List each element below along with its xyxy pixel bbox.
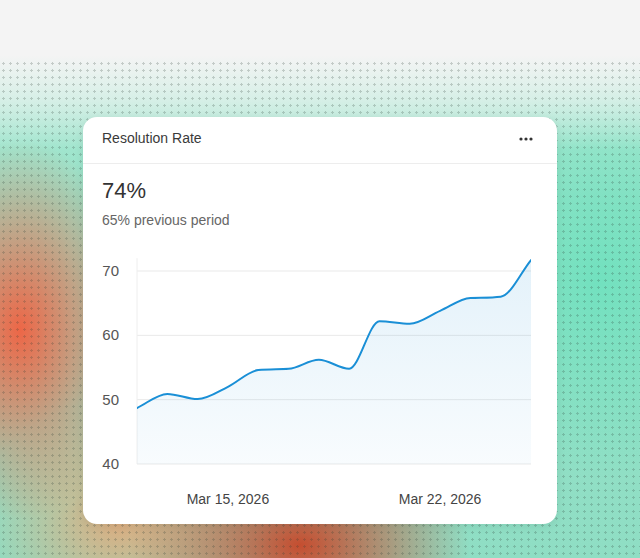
grid-line: [137, 271, 531, 272]
line: [137, 260, 531, 408]
x-tick-label: Mar 15, 2026: [187, 491, 270, 507]
area: [137, 260, 531, 464]
chart: Resolution Rate 74% 65% previous period 40 5…: [0, 0, 640, 558]
y-tick-label: 60: [102, 326, 119, 343]
menu-dot: [524, 137, 527, 140]
menu-button[interactable]: [519, 137, 532, 140]
divider: [83, 163, 557, 164]
x-tick-label: Mar 22, 2026: [399, 491, 482, 507]
y-tick-label: 50: [102, 391, 119, 408]
y-tick-label: 70: [102, 262, 119, 279]
plot: [137, 260, 531, 464]
y-tick-label: 40: [102, 455, 119, 472]
menu-dot: [529, 137, 532, 140]
title: Resolution Rate: [102, 130, 202, 146]
kpi-value: 74%: [102, 178, 146, 203]
subtitle: 65% previous period: [102, 212, 230, 228]
menu-dot: [519, 137, 522, 140]
